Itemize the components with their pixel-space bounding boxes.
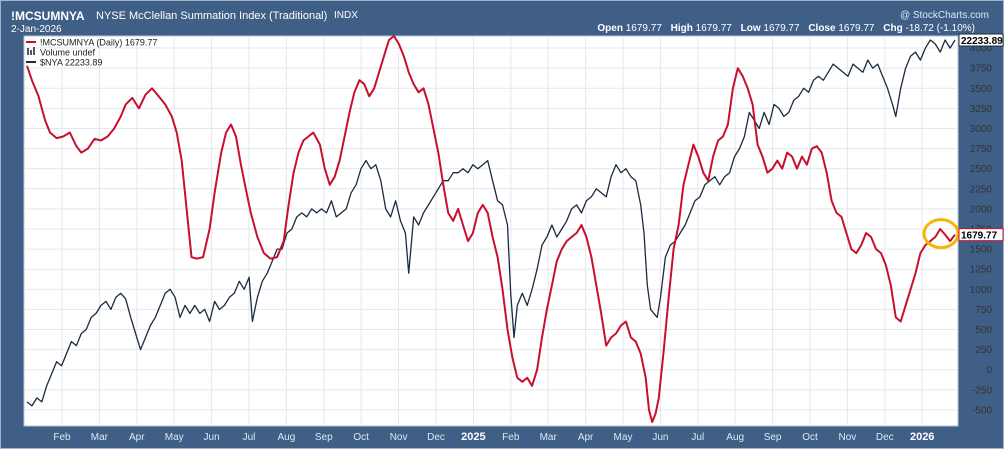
x-tick-label: Nov	[390, 432, 408, 443]
legend-label: Volume undef	[40, 48, 96, 58]
legend-label: $NYA 22233.89	[40, 58, 102, 68]
series-line-mcsumnya	[26, 35, 956, 423]
y-tick-label: 1000	[970, 285, 993, 296]
x-tick-label: Mar	[540, 432, 558, 443]
last-value-box	[958, 228, 1004, 242]
x-tick-label: Feb	[53, 432, 71, 443]
y-tick-label: 1250	[970, 265, 993, 276]
y-tick-label: -500	[972, 405, 992, 416]
brand-label[interactable]: @ StockCharts.com	[899, 10, 989, 21]
x-tick-label: Dec	[876, 432, 894, 443]
y-tick-label: -250	[972, 385, 992, 396]
last-value-label: 1679.77	[961, 231, 998, 242]
y-tick-label: 2750	[970, 144, 993, 155]
ohlc-readout: Open 1679.77 High 1679.77 Low 1679.77 Cl…	[597, 23, 981, 34]
x-tick-label: Oct	[802, 432, 818, 443]
series-line-nya	[26, 39, 956, 407]
x-tick-label: Jul	[243, 432, 256, 443]
x-tick-label: Jun	[204, 432, 220, 443]
y-tick-label: 3750	[970, 64, 993, 75]
x-tick-label: May	[614, 432, 633, 443]
low-value: 1679.77	[763, 23, 800, 34]
x-tick-label: Sep	[764, 432, 782, 443]
y-tick-label: 2250	[970, 184, 993, 195]
y-tick-label: 250	[975, 345, 992, 356]
chg-label: Chg	[883, 23, 903, 34]
highlight-circle	[922, 218, 960, 250]
y-tick-label: 2000	[970, 204, 993, 215]
legend-swatch	[33, 47, 35, 55]
x-tick-label: Apr	[129, 432, 145, 443]
open-label: Open	[597, 23, 623, 34]
open-value: 1679.77	[625, 23, 662, 34]
close-label: Close	[808, 23, 836, 34]
x-tick-label: Mar	[91, 432, 109, 443]
y-tick-label: 750	[975, 305, 992, 316]
y-tick-label: 500	[975, 325, 992, 336]
x-tick-label: Sep	[315, 432, 333, 443]
legend-swatch	[27, 48, 29, 55]
x-tick-label: Apr	[578, 432, 594, 443]
legend-swatch	[30, 50, 32, 55]
legend-label: !MCSUMNYA (Daily) 1679.77	[40, 38, 157, 48]
close-value: 1679.77	[838, 23, 875, 34]
x-tick-label: Aug	[726, 432, 744, 443]
x-tick-label: May	[165, 432, 184, 443]
chg-value: -18.72 (-1.10%)	[905, 23, 975, 34]
y-tick-label: 3500	[970, 84, 993, 95]
index-name: NYSE McClellan Summation Index (Traditio…	[96, 10, 328, 22]
y-tick-label: 3000	[970, 124, 993, 135]
y-tick-label: 4000	[970, 44, 993, 55]
low-label: Low	[740, 23, 761, 34]
y-tick-label: 0	[986, 365, 992, 376]
x-tick-label: Dec	[427, 432, 445, 443]
date-label: 2-Jan-2026	[11, 24, 62, 35]
x-tick-label: Feb	[502, 432, 520, 443]
x-tick-label: Oct	[353, 432, 369, 443]
chart-header: !MCSUMNYA NYSE McClellan Summation Index…	[1, 1, 1003, 37]
last-value-box	[958, 33, 1004, 47]
x-tick-label: 2025	[461, 431, 485, 443]
x-tick-label: Aug	[278, 432, 296, 443]
high-label: High	[670, 23, 693, 34]
high-value: 1679.77	[695, 23, 732, 34]
y-tick-label: 3250	[970, 104, 993, 115]
x-tick-label: Jul	[691, 432, 704, 443]
y-tick-label: 2500	[970, 164, 993, 175]
last-value-label: 22233.89	[961, 36, 1003, 47]
exchange-label: INDX	[334, 10, 358, 21]
x-tick-label: Jun	[652, 432, 668, 443]
symbol-label: !MCSUMNYA	[11, 9, 85, 23]
y-tick-label: 1500	[970, 245, 993, 256]
x-tick-label: Nov	[839, 432, 857, 443]
x-tick-label: 2026	[910, 431, 934, 443]
